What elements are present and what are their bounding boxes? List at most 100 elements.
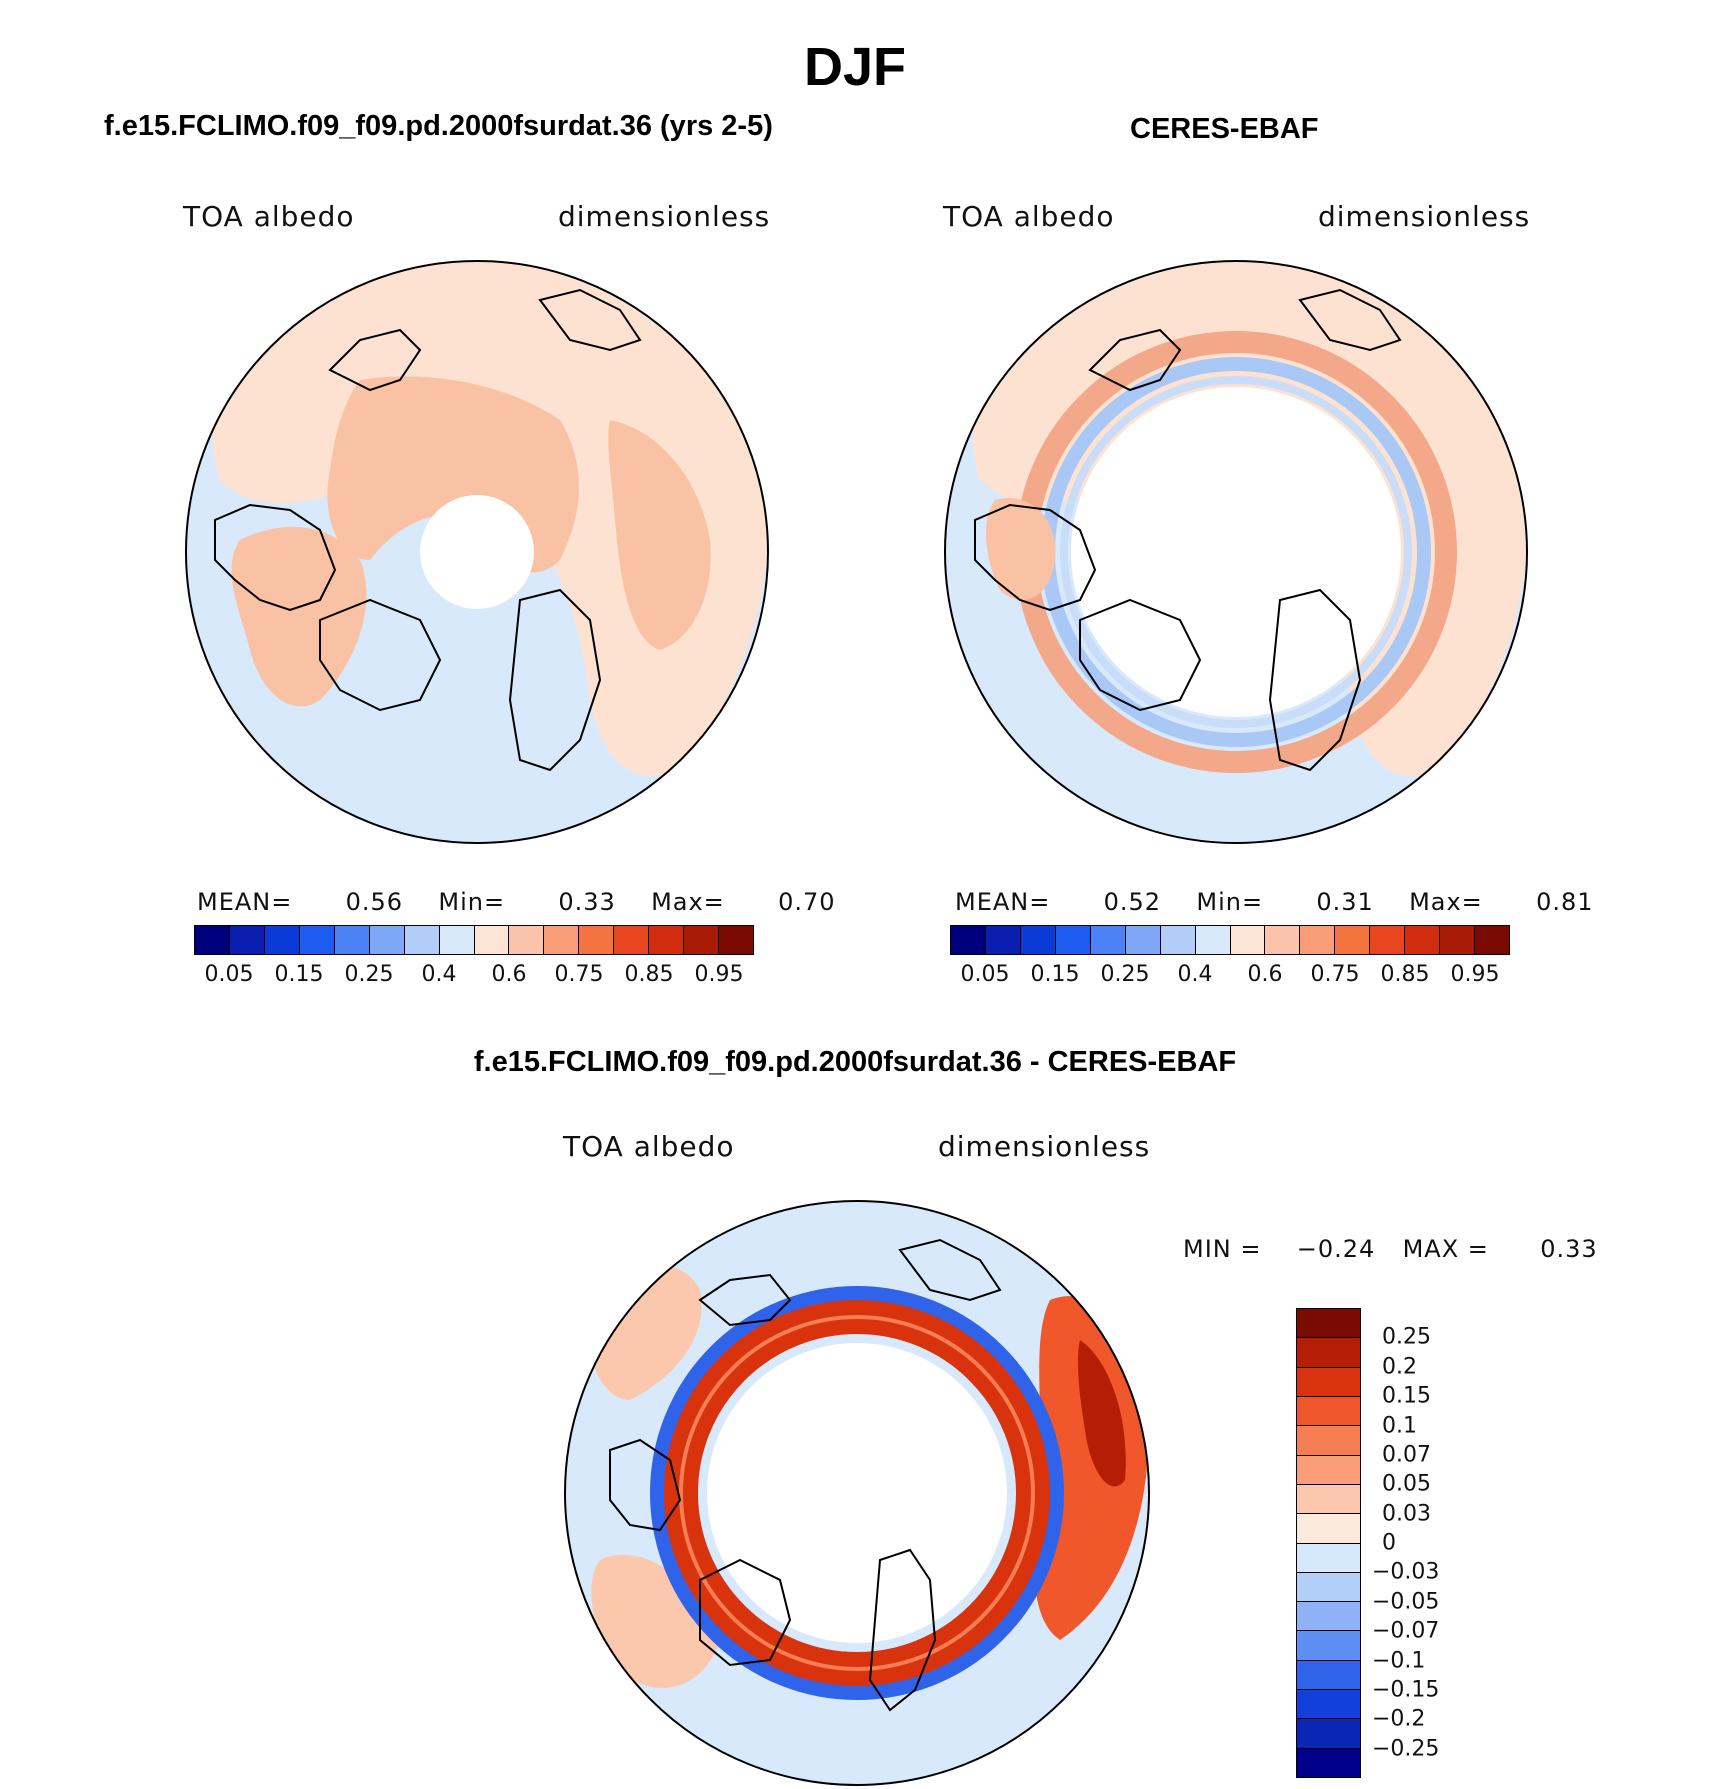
- colorbar-tick-label: 0.95: [1450, 962, 1500, 987]
- difference-max-value: 0.33: [1540, 1235, 1598, 1263]
- colorbar-swatch: [1297, 1631, 1360, 1661]
- colorbar-tick-label: 0.05: [204, 962, 254, 987]
- model-polar-map: [186, 261, 768, 843]
- colorbar-tick-label: −0.15: [1372, 1677, 1440, 1703]
- difference-stats: MIN = −0.24 MAX = 0.33: [1183, 1235, 1598, 1263]
- colorbar-swatch: [985, 926, 1021, 954]
- colorbar-swatch: [264, 926, 300, 954]
- colorbar-swatch: [1125, 926, 1161, 954]
- colorbar-swatch: [1297, 1484, 1360, 1515]
- colorbar-swatch: [1335, 926, 1371, 954]
- colorbar-tick-label: 0.15: [1382, 1383, 1431, 1409]
- figure-title: DJF: [803, 37, 906, 97]
- colorbar-tick-label: 0.03: [1382, 1501, 1431, 1527]
- colorbar-swatch: [1440, 926, 1476, 954]
- model-stats: MEAN= 0.56 Min= 0.33 Max= 0.70: [197, 888, 836, 916]
- obs-min-value: 0.31: [1316, 888, 1374, 916]
- colorbar-swatch: [439, 926, 475, 954]
- colorbar-swatch: [614, 926, 650, 954]
- colorbar-swatch: [334, 926, 370, 954]
- difference-min-label: MIN =: [1183, 1235, 1262, 1263]
- colorbar-tick-label: 0.1: [1382, 1413, 1417, 1438]
- colorbar-tick-label: 0.4: [421, 962, 457, 987]
- colorbar-swatch: [1297, 1514, 1360, 1544]
- difference-colorbar-ticks: 0.25 0.2 0.15 0.1 0.07 0.05 0.03 0 −0.03 −0.05 −0.…: [1372, 1308, 1492, 1778]
- colorbar-tick-label: 0.15: [274, 962, 324, 987]
- colorbar-swatch: [719, 926, 753, 954]
- colorbar-swatch: [1297, 1719, 1360, 1749]
- colorbar-tick-label: 0.25: [1100, 962, 1150, 987]
- colorbar-swatch: [1370, 926, 1406, 954]
- model-min-label: Min=: [438, 888, 506, 916]
- difference-min-value: −0.24: [1296, 1235, 1376, 1263]
- colorbar-swatch: [1020, 926, 1056, 954]
- colorbar-swatch: [1297, 1602, 1360, 1632]
- model-variable-label: TOA albedo: [183, 200, 355, 233]
- obs-max-value: 0.81: [1536, 888, 1594, 916]
- colorbar-swatch: [1297, 1338, 1360, 1368]
- colorbar-tick-label: 0.75: [1310, 962, 1360, 987]
- model-units-label: dimensionless: [558, 200, 771, 233]
- colorbar-tick-label: 0.95: [694, 962, 744, 987]
- colorbar-tick-label: 0.05: [1382, 1471, 1431, 1497]
- colorbar-swatch: [1475, 926, 1509, 954]
- colorbar-swatch: [544, 926, 580, 954]
- colorbar-tick-label: −0.1: [1372, 1648, 1426, 1673]
- colorbar-swatch: [1297, 1367, 1360, 1397]
- colorbar-tick-label: 0.25: [1382, 1324, 1431, 1350]
- colorbar-tick-label: 0.4: [1177, 962, 1213, 987]
- colorbar-swatch: [1297, 1309, 1360, 1339]
- colorbar-tick-label: 0.05: [960, 962, 1010, 987]
- obs-colorbar-ticks: 0.05 0.15 0.25 0.4 0.6 0.75 0.85 0.95: [950, 962, 1510, 992]
- colorbar-swatch: [1055, 926, 1091, 954]
- colorbar-swatch: [1090, 926, 1126, 954]
- model-max-value: 0.70: [778, 888, 836, 916]
- colorbar-swatch: [1230, 926, 1266, 954]
- colorbar-swatch: [404, 926, 440, 954]
- colorbar-swatch: [1195, 926, 1231, 954]
- colorbar-swatch: [369, 926, 405, 954]
- colorbar-tick-label: 0.6: [1247, 962, 1283, 987]
- obs-max-label: Max=: [1409, 888, 1483, 916]
- obs-variable-label: TOA albedo: [943, 200, 1115, 233]
- colorbar-swatch: [1405, 926, 1441, 954]
- colorbar-swatch: [1297, 1572, 1360, 1603]
- obs-min-label: Min=: [1196, 888, 1264, 916]
- colorbar-tick-label: −0.25: [1372, 1736, 1440, 1762]
- colorbar-swatch: [579, 926, 615, 954]
- obs-mean-value: 0.52: [1103, 888, 1162, 916]
- model-mean-label: MEAN=: [197, 888, 293, 916]
- colorbar-swatch: [1297, 1396, 1360, 1427]
- difference-units-label: dimensionless: [938, 1130, 1151, 1163]
- difference-max-label: MAX =: [1402, 1235, 1489, 1263]
- colorbar-tick-label: 0.85: [624, 962, 674, 987]
- colorbar-tick-label: 0.15: [1030, 962, 1080, 987]
- difference-polar-map: [565, 1201, 1149, 1785]
- colorbar-swatch: [1297, 1455, 1360, 1485]
- colorbar-swatch: [229, 926, 265, 954]
- colorbar-tick-label: 0.6: [491, 962, 527, 987]
- difference-colorbar: [1296, 1308, 1361, 1778]
- colorbar-swatch: [1297, 1660, 1360, 1691]
- colorbar-tick-label: −0.03: [1372, 1559, 1440, 1585]
- obs-colorbar: [950, 925, 1510, 955]
- colorbar-tick-label: 0.25: [344, 962, 394, 987]
- colorbar-swatch: [509, 926, 545, 954]
- model-panel-heading: f.e15.FCLIMO.f09_f09.pd.2000fsurdat.36 (…: [104, 110, 773, 142]
- obs-polar-map: [945, 261, 1527, 843]
- colorbar-swatch: [1160, 926, 1196, 954]
- colorbar-tick-label: 0.2: [1382, 1354, 1417, 1380]
- colorbar-swatch: [1265, 926, 1301, 954]
- colorbar-swatch: [1297, 1690, 1360, 1720]
- colorbar-tick-label: 0.85: [1380, 962, 1430, 987]
- obs-units-label: dimensionless: [1318, 200, 1531, 233]
- colorbar-swatch: [1297, 1426, 1360, 1456]
- colorbar-swatch: [1297, 1748, 1360, 1777]
- colorbar-tick-label: 0: [1382, 1530, 1396, 1556]
- difference-variable-label: TOA albedo: [563, 1130, 735, 1163]
- colorbar-tick-label: 0.07: [1382, 1442, 1431, 1468]
- colorbar-swatch: [195, 926, 230, 954]
- obs-stats: MEAN= 0.52 Min= 0.31 Max= 0.81: [955, 888, 1594, 916]
- difference-panel-heading: f.e15.FCLIMO.f09_f09.pd.2000fsurdat.36 -…: [473, 1046, 1237, 1078]
